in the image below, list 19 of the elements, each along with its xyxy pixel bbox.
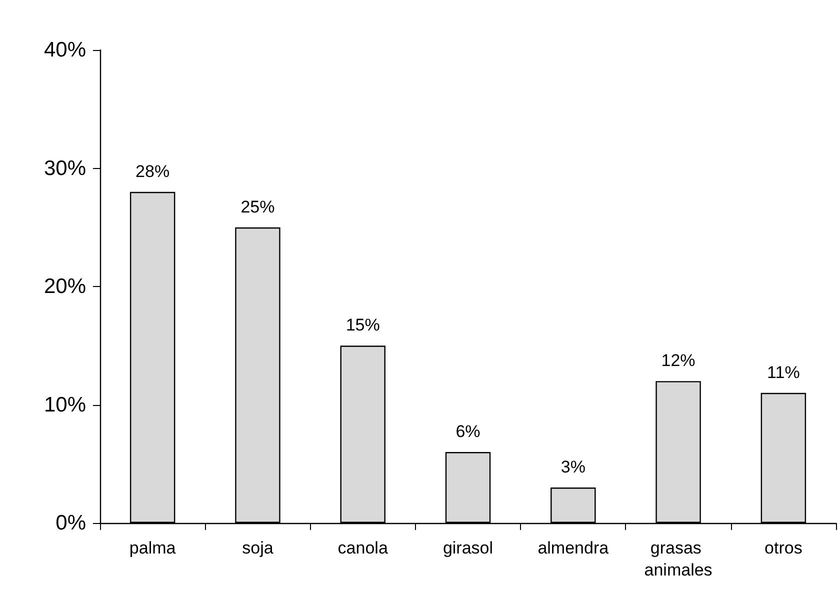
x-tick-label: canola	[338, 538, 388, 558]
y-tick-label: 40%	[44, 38, 86, 62]
data-label: 15%	[346, 316, 380, 335]
x-tick-label: soja	[242, 538, 274, 558]
x-tick-label: girasol	[442, 538, 494, 558]
y-tick-label: 0%	[56, 512, 86, 534]
y-tick-label: 20%	[44, 275, 86, 298]
data-label: 3%	[560, 458, 586, 477]
data-label: 25%	[240, 197, 275, 216]
x-tick-label: otros	[764, 538, 802, 558]
data-label: 6%	[456, 422, 480, 442]
y-tick-label: 30%	[44, 156, 86, 180]
data-label: 28%	[136, 162, 170, 181]
data-label: 12%	[661, 351, 696, 370]
x-tick-label: palma	[129, 538, 176, 558]
x-tick-label: grasas animales	[644, 538, 712, 580]
data-label: 11%	[767, 362, 800, 382]
x-tick-label: almendra	[538, 538, 610, 558]
y-tick-label: 10%	[44, 393, 86, 416]
